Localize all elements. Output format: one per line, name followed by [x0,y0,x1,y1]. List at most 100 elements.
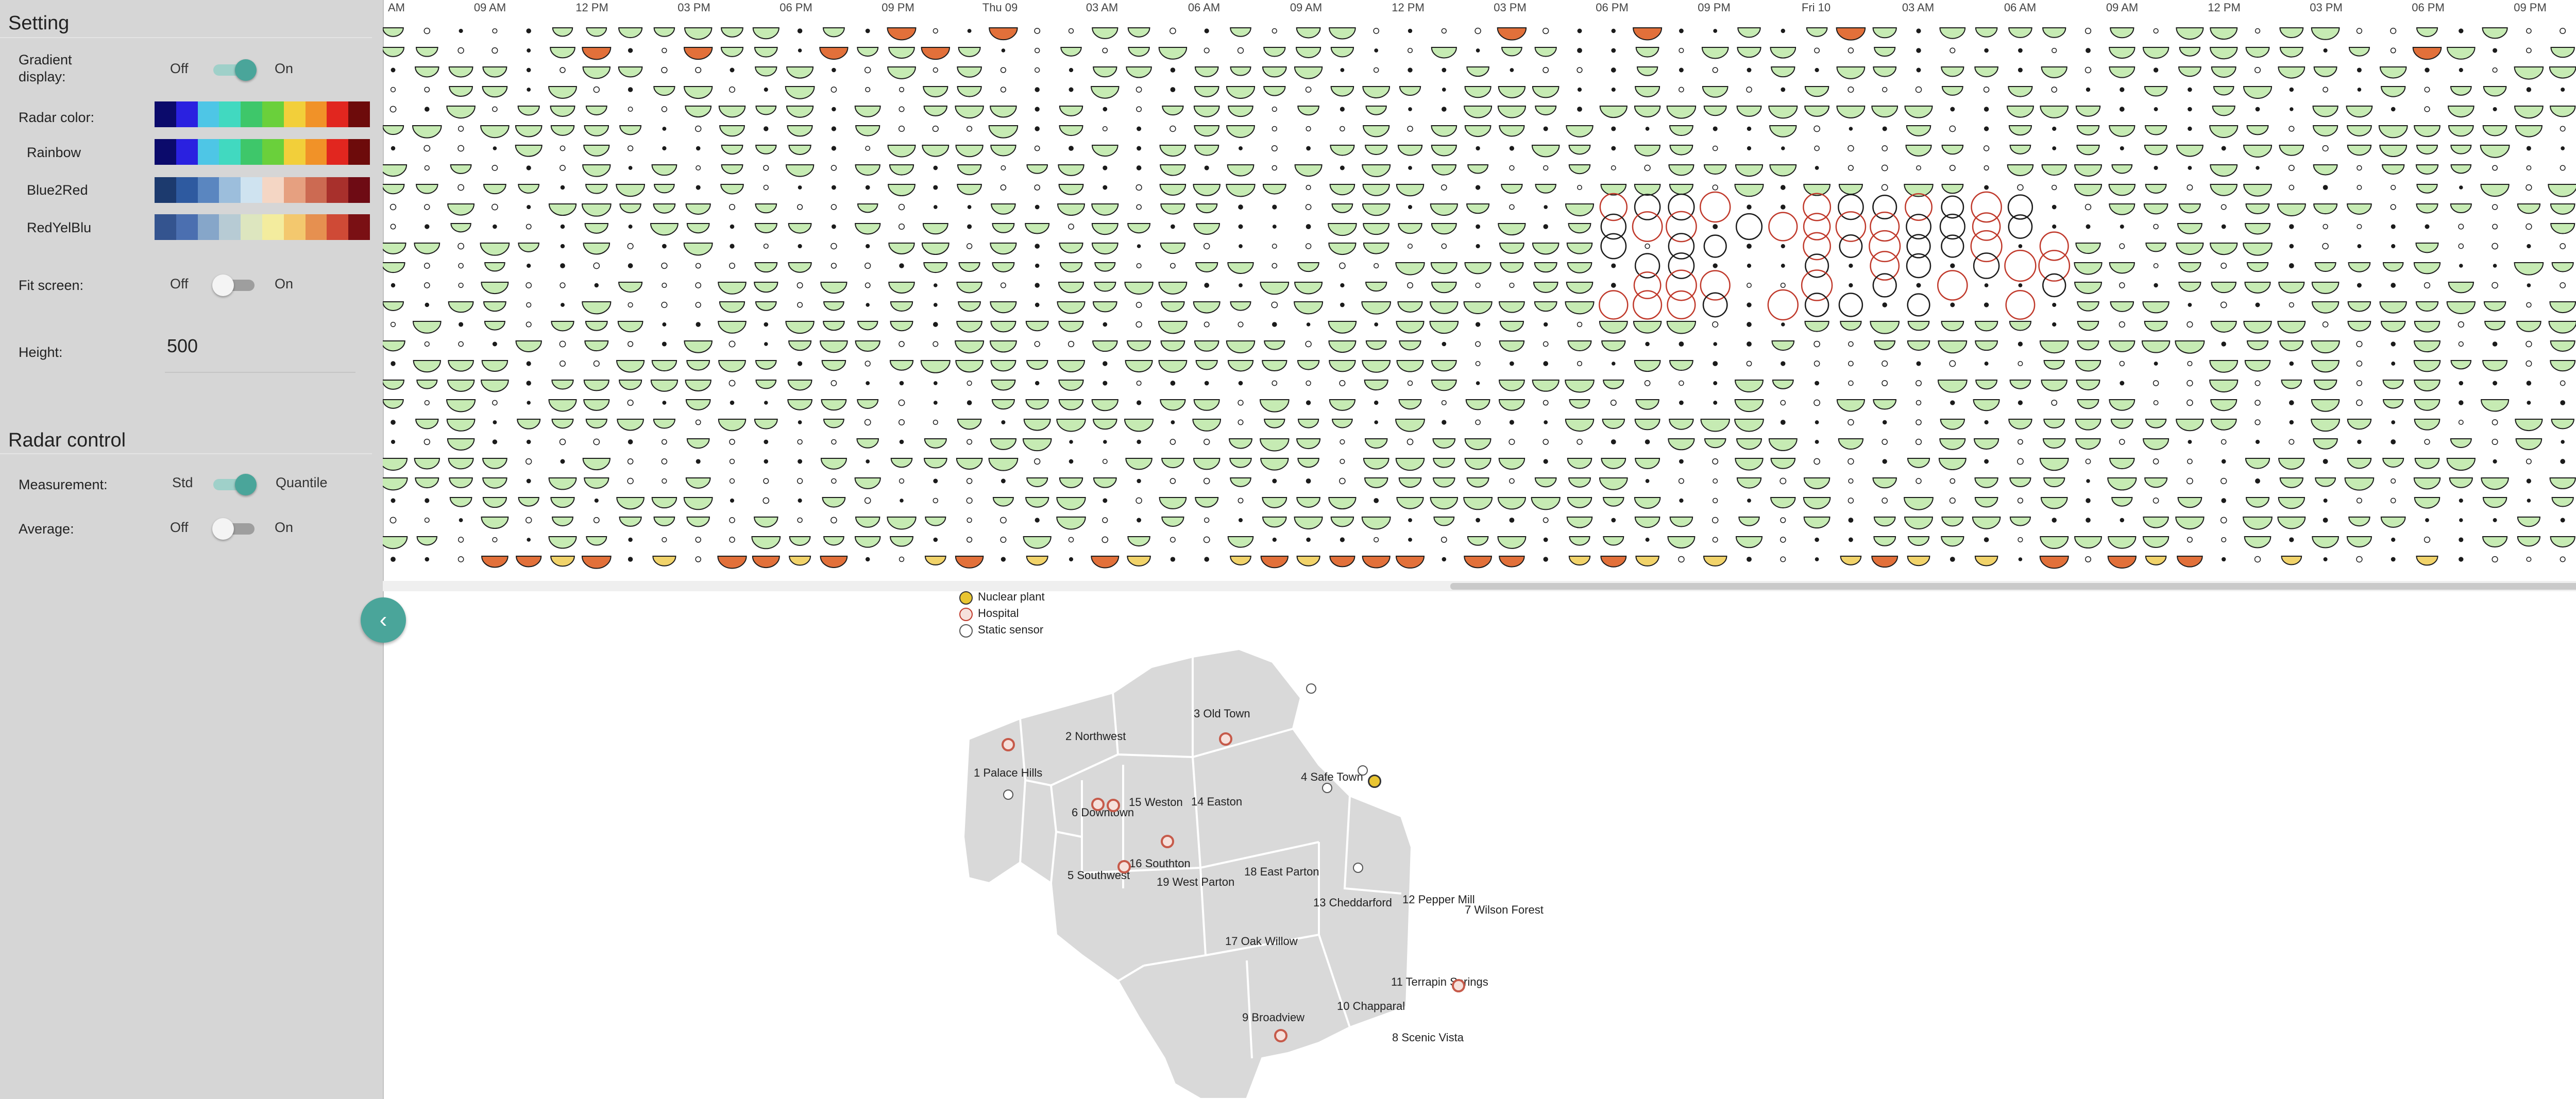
radar-glyph[interactable] [1669,125,1693,136]
radar-glyph[interactable] [2018,48,2023,53]
radar-glyph[interactable] [1814,340,1820,348]
radar-glyph[interactable] [2109,340,2136,352]
radar-glyph[interactable] [2391,557,2396,562]
radar-glyph[interactable] [2177,556,2203,568]
radar-glyph[interactable] [1975,27,1998,38]
radar-glyph[interactable] [2188,87,2192,92]
radar-glyph[interactable] [898,399,905,406]
radar-glyph[interactable] [717,556,747,569]
radar-glyph[interactable] [831,263,837,269]
radar-glyph[interactable] [865,87,871,93]
radar-glyph[interactable] [584,477,609,489]
radar-glyph[interactable] [662,146,667,151]
radar-glyph[interactable] [1433,517,1455,526]
radar-glyph[interactable] [1091,203,1119,216]
radar-glyph[interactable] [1771,340,1795,351]
radar-glyph[interactable] [2040,536,2069,549]
radar-glyph[interactable] [559,438,566,445]
radar-glyph[interactable] [1713,478,1718,484]
toggle-knob[interactable] [235,474,257,495]
radar-glyph[interactable] [1397,301,1423,313]
radar-glyph[interactable] [581,203,612,217]
radar-glyph[interactable] [1907,293,1930,317]
radar-glyph[interactable] [2322,145,2329,152]
radar-glyph[interactable] [1611,146,1616,151]
radar-glyph[interactable] [1440,184,1447,191]
radar-glyph[interactable] [1984,420,1989,425]
radar-glyph[interactable] [2086,479,2090,483]
radar-glyph[interactable] [1193,301,1221,314]
radar-glyph[interactable] [1340,439,1345,445]
radar-glyph[interactable] [1204,283,1210,288]
radar-glyph[interactable] [527,88,531,92]
radar-glyph[interactable] [2018,244,2023,248]
radar-glyph[interactable] [1035,283,1040,288]
radar-glyph[interactable] [2144,125,2167,135]
radar-glyph[interactable] [718,321,747,334]
radar-glyph[interactable] [788,223,812,234]
radar-glyph[interactable] [1431,145,1457,157]
radar-glyph[interactable] [1238,497,1244,504]
radar-glyph[interactable] [1396,360,1424,372]
radar-glyph[interactable] [2390,497,2396,504]
radar-glyph[interactable] [548,536,577,549]
radar-glyph[interactable] [958,262,980,272]
radar-glyph[interactable] [2459,498,2463,503]
radar-glyph[interactable] [1022,438,1052,451]
radar-glyph[interactable] [1430,301,1459,314]
radar-glyph[interactable] [2178,282,2201,292]
radar-glyph[interactable] [2109,125,2136,137]
radar-glyph[interactable] [2210,321,2237,333]
radar-glyph[interactable] [1668,438,1695,451]
radar-glyph[interactable] [1035,87,1040,92]
radar-glyph[interactable] [1127,536,1150,547]
radar-glyph[interactable] [822,27,845,38]
radar-glyph[interactable] [684,86,713,99]
radar-glyph[interactable] [855,125,880,136]
radar-glyph[interactable] [616,184,645,197]
radar-glyph[interactable] [517,419,541,430]
radar-glyph[interactable] [1974,321,1998,332]
radar-glyph[interactable] [854,536,881,548]
radar-glyph[interactable] [988,125,1019,139]
radar-glyph[interactable] [450,223,471,233]
radar-glyph[interactable] [2379,66,2407,79]
radar-glyph[interactable] [1768,212,1798,242]
radar-glyph[interactable] [2560,459,2566,464]
radar-glyph[interactable] [1137,146,1142,151]
radar-glyph[interactable] [889,164,914,176]
radar-glyph[interactable] [481,380,509,392]
radar-glyph[interactable] [755,66,777,77]
radar-glyph[interactable] [1835,211,1867,242]
radar-glyph[interactable] [684,340,713,353]
radar-glyph[interactable] [1869,230,1901,263]
radar-glyph[interactable] [616,360,645,373]
radar-glyph[interactable] [1339,477,1346,485]
radar-glyph[interactable] [1665,269,1697,301]
radar-glyph[interactable] [1634,360,1661,372]
radar-glyph[interactable] [650,223,679,236]
radar-glyph[interactable] [2492,224,2498,230]
radar-glyph[interactable] [1568,556,1591,566]
radar-glyph[interactable] [1407,380,1413,386]
radar-glyph[interactable] [1025,321,1049,331]
radar-glyph[interactable] [1192,419,1222,432]
radar-glyph[interactable] [2246,340,2269,351]
radar-glyph[interactable] [1306,224,1311,229]
radar-glyph[interactable] [1340,68,1345,72]
radar-glyph[interactable] [424,87,430,93]
radar-glyph[interactable] [1227,164,1255,177]
radar-glyph[interactable] [729,439,735,445]
radar-glyph[interactable] [2357,67,2362,73]
radar-glyph[interactable] [1238,518,1243,523]
radar-glyph[interactable] [492,439,498,444]
radar-glyph[interactable] [1737,47,1761,58]
radar-glyph[interactable] [2144,86,2168,97]
radar-glyph[interactable] [1712,145,1718,151]
radar-glyph[interactable] [1804,293,1829,317]
radar-glyph[interactable] [1102,459,1108,464]
radar-glyph[interactable] [2244,223,2271,235]
radar-glyph[interactable] [2289,87,2294,92]
radar-glyph[interactable] [1340,283,1345,288]
radar-glyph[interactable] [2187,537,2193,543]
